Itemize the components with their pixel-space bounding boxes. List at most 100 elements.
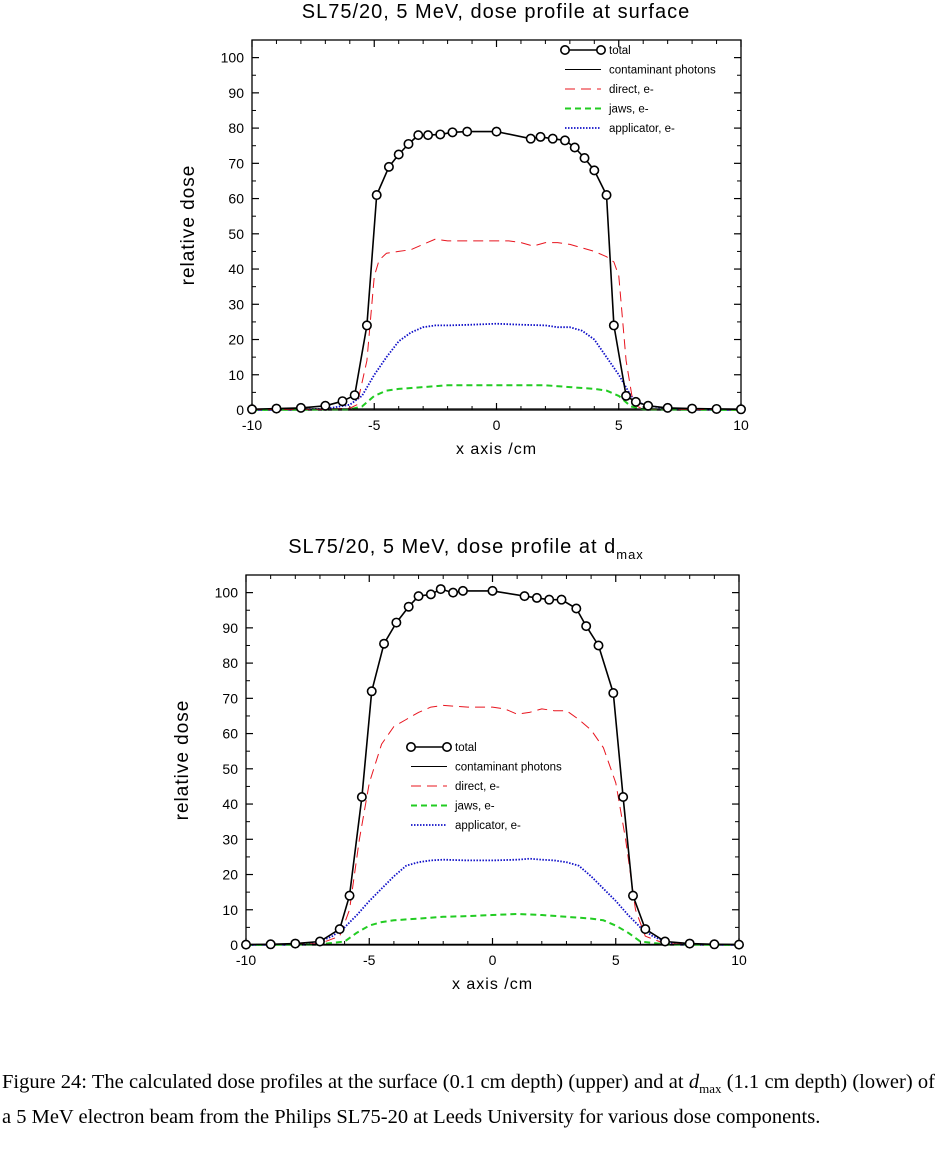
figure-caption: Figure 24: The calculated dose profiles … <box>2 1068 935 1131</box>
total-data-point <box>425 589 436 600</box>
x-tick-label: -10 <box>242 417 262 433</box>
y-axis-label: relative dose <box>172 700 193 821</box>
figure-canvas: SL75/20, 5 MeV, dose profile at surface 0… <box>172 1 749 993</box>
total-data-point <box>271 403 282 414</box>
chart-panel-2: SL75/20, 5 MeV, dose profile at dmax 0 10 2… <box>172 536 747 993</box>
total-data-point <box>487 585 498 596</box>
total-data-point <box>618 791 629 802</box>
y-tick-label: 30 <box>222 831 238 847</box>
total-data-point <box>393 149 404 160</box>
total-data-point <box>525 133 536 144</box>
total-data-point <box>660 936 671 947</box>
total-data-point <box>711 403 722 414</box>
total-data-point <box>383 161 394 172</box>
plot-frame <box>245 574 740 946</box>
legend-label-total: total <box>455 742 477 754</box>
y-tick-label: 10 <box>228 367 244 383</box>
legend-label-jaws: jaws, e- <box>608 104 649 116</box>
total-data-point <box>535 131 546 142</box>
total-data-point <box>559 135 570 146</box>
total-data-point <box>589 165 600 176</box>
chart-title-main: SL75/20, 5 MeV, dose profile at d <box>288 536 616 558</box>
total-data-point <box>403 601 414 612</box>
total-data-point <box>608 320 619 331</box>
series-line-total <box>246 588 739 946</box>
chart-title-subscript: max <box>616 547 644 562</box>
legend-label-direct: direct, e- <box>455 781 500 793</box>
y-tick-label: 50 <box>228 226 244 242</box>
total-data-point <box>447 127 458 138</box>
total-data-point <box>531 592 542 603</box>
series-line-jaws <box>246 913 739 946</box>
x-tick-label: -5 <box>368 417 381 433</box>
total-data-point <box>423 130 434 141</box>
total-data-point <box>334 924 345 935</box>
total-data-point <box>435 584 446 595</box>
total-data-point <box>247 404 258 415</box>
total-data-point <box>571 603 582 614</box>
series-line-direct <box>252 238 741 411</box>
x-tick-label: 10 <box>731 952 747 968</box>
total-data-point <box>608 688 619 699</box>
caption-line3: for various dose components. <box>578 1106 821 1129</box>
y-tick-label: 60 <box>228 191 244 207</box>
chart-title: SL75/20, 5 MeV, dose profile at surface <box>302 1 690 23</box>
total-data-point <box>413 130 424 141</box>
y-tick-label: 90 <box>222 620 238 636</box>
y-tick-label: 70 <box>222 690 238 706</box>
total-data-point <box>593 640 604 651</box>
total-data-point <box>356 791 367 802</box>
legend-marker-right <box>441 741 452 752</box>
legend: total contaminant photons direct, e-jaws, … <box>559 44 716 135</box>
total-data-point <box>314 936 325 947</box>
caption-line2: cm depth) (lower) of a 5 MeV electron be… <box>2 1071 936 1129</box>
caption-d-subscript: max <box>699 1081 722 1097</box>
y-tick-label: 80 <box>228 120 244 136</box>
x-tick-label: 10 <box>733 417 749 433</box>
series-line-jaws <box>252 384 741 411</box>
total-data-point <box>581 621 592 632</box>
total-data-point <box>643 400 654 411</box>
legend-label-total: total <box>609 45 631 57</box>
total-data-point <box>556 594 567 605</box>
total-data-point <box>349 390 360 401</box>
legend-label-photons: contaminant photons <box>455 762 562 774</box>
x-tick-label: 5 <box>615 417 623 433</box>
total-data-point <box>241 939 252 950</box>
y-tick-label: 40 <box>222 796 238 812</box>
total-data-point <box>601 190 612 201</box>
total-data-point <box>640 924 651 935</box>
y-tick-label: 20 <box>222 867 238 883</box>
total-data-point <box>391 617 402 628</box>
total-data-point <box>337 396 348 407</box>
series-line-direct <box>246 704 739 946</box>
total-data-point <box>413 591 424 602</box>
legend-label-applicator: applicator, e- <box>609 123 675 135</box>
legend-label-direct: direct, e- <box>609 84 654 96</box>
legend-marker-left <box>559 44 570 55</box>
y-tick-label: 30 <box>228 296 244 312</box>
series-line-applicator <box>246 857 739 946</box>
x-tick-label: 0 <box>489 952 497 968</box>
series-line-total <box>252 130 741 411</box>
y-tick-label: 90 <box>228 85 244 101</box>
total-data-point <box>491 126 502 137</box>
legend-label-jaws: jaws, e- <box>454 801 495 813</box>
legend-marker-left <box>405 741 416 752</box>
total-data-point <box>361 320 372 331</box>
total-data-point <box>403 138 414 149</box>
x-axis-label: x axis /cm <box>452 976 533 993</box>
total-data-point <box>684 938 695 949</box>
x-tick-label: -10 <box>236 952 256 968</box>
y-tick-label: 60 <box>222 726 238 742</box>
total-data-point <box>435 129 446 140</box>
total-data-point <box>621 390 632 401</box>
x-tick-label: 0 <box>493 417 501 433</box>
total-data-point <box>295 402 306 413</box>
x-tick-label: 5 <box>612 952 620 968</box>
caption-line1-end: (1.1 <box>721 1071 760 1093</box>
total-data-point <box>344 890 355 901</box>
y-tick-label: 40 <box>228 261 244 277</box>
y-tick-label: 100 <box>221 50 245 66</box>
y-axis-label: relative dose <box>178 165 199 286</box>
